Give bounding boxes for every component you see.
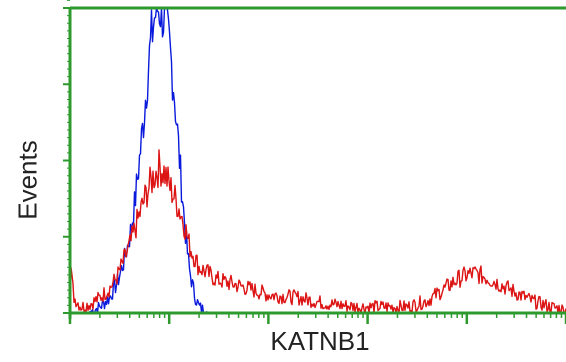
y-axis-label: Events [12,140,43,220]
y-axis-label-wrap: Events [8,120,48,240]
series-line-0 [87,7,209,314]
series-line-1 [69,149,566,314]
x-axis-label: KATNB1 [270,326,370,356]
